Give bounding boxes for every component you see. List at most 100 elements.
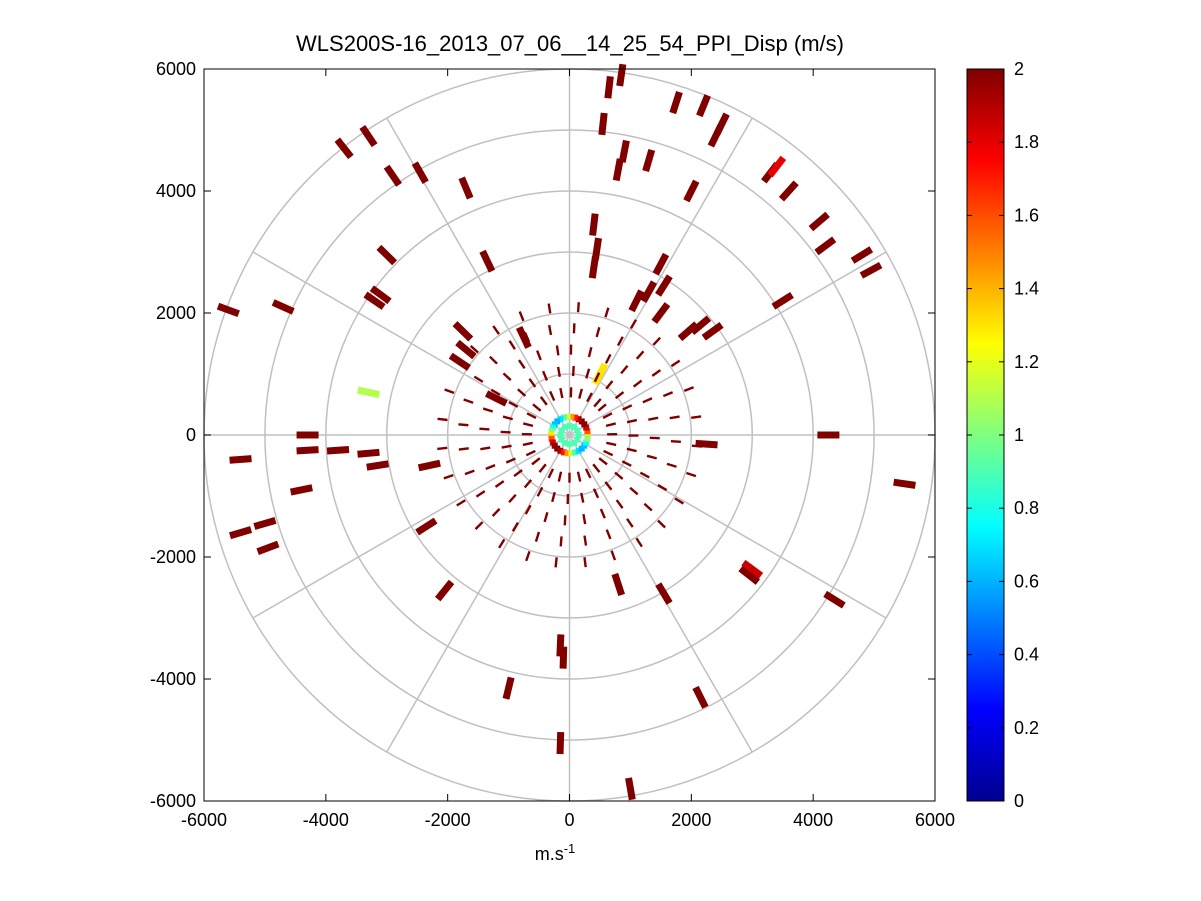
data-point <box>625 777 636 801</box>
data-point-inner <box>593 372 601 383</box>
data-point-inner <box>557 471 563 482</box>
data-point-inner <box>657 519 666 529</box>
data-point-inner <box>643 502 653 512</box>
data-point <box>502 676 515 700</box>
center-cluster-point <box>548 435 555 442</box>
data-point <box>296 446 319 455</box>
data-point <box>589 213 599 236</box>
data-point-inner <box>582 513 587 525</box>
data-point <box>411 161 429 184</box>
data-point <box>692 685 709 709</box>
data-point <box>296 431 319 439</box>
data-point-inner <box>605 380 614 390</box>
data-point-inner <box>525 551 531 562</box>
data-point <box>652 252 670 276</box>
data-point <box>383 164 402 187</box>
data-point-inner <box>657 484 668 492</box>
center-cluster-point <box>557 416 564 423</box>
data-point-inner <box>670 359 681 368</box>
x-tick-label: 4000 <box>793 810 833 830</box>
data-point <box>618 139 630 163</box>
data-point-inner <box>568 472 571 483</box>
data-point <box>357 448 380 458</box>
data-point <box>216 302 240 318</box>
data-point-inner <box>485 464 496 470</box>
colorbar-tick-label: 0.4 <box>1014 645 1039 665</box>
data-point-inner <box>443 473 454 480</box>
center-cluster-point <box>548 428 555 435</box>
data-point <box>808 211 830 232</box>
data-point-inner <box>571 366 575 377</box>
center-cluster-point <box>564 413 571 420</box>
data-point-inner <box>547 468 555 479</box>
center-cluster-point <box>583 439 590 446</box>
data-point-inner <box>683 386 695 393</box>
data-point-inner <box>583 535 588 546</box>
data-point <box>823 590 846 609</box>
data-point <box>655 274 673 297</box>
colorbar-tick-label: 0.8 <box>1014 498 1039 518</box>
colorbar-ticks <box>967 68 1004 802</box>
data-point-inner <box>543 511 549 523</box>
data-point-inner <box>648 416 659 421</box>
center-cluster-point <box>568 413 575 420</box>
data-point-inner <box>626 447 637 453</box>
data-point-inner <box>456 499 466 507</box>
y-tick-label: -6000 <box>150 791 196 811</box>
data-point <box>859 261 883 279</box>
center-cluster-point <box>566 441 573 448</box>
data-point-inner <box>475 490 486 498</box>
x-tick-label: -2000 <box>425 810 471 830</box>
data-point-inner <box>666 462 677 468</box>
center-cluster-point <box>572 449 579 456</box>
data-point-inner <box>538 463 547 473</box>
data-point <box>689 315 712 335</box>
data-point-inner <box>518 311 525 322</box>
data-point-inner <box>686 471 697 478</box>
data-point-inner <box>437 417 448 422</box>
data-point-inner <box>578 388 583 399</box>
data-point-inner <box>528 378 537 388</box>
x-tick-label: 2000 <box>671 810 711 830</box>
colorbar <box>966 68 1005 802</box>
data-point <box>366 460 390 471</box>
data-point-inner <box>444 388 455 395</box>
data-point-inner <box>523 332 531 343</box>
center-cluster-point <box>548 432 555 438</box>
colorbar-tick-label: 1 <box>1014 425 1024 445</box>
data-point <box>893 478 916 489</box>
data-point-inner <box>534 531 541 542</box>
data-point <box>556 731 565 755</box>
center-cluster-point <box>575 432 582 438</box>
data-point <box>484 390 508 407</box>
x-tick-labels: -6000 -4000 -2000 0 2000 4000 6000 <box>181 810 955 830</box>
center-cluster-point <box>575 447 582 454</box>
data-point <box>229 526 253 540</box>
data-point-inner <box>522 422 534 428</box>
center-cluster-point <box>584 432 591 438</box>
center-cluster-point <box>584 435 591 442</box>
center-cluster-point <box>566 422 573 429</box>
data-point-inner <box>463 398 474 404</box>
data-point-inner <box>489 355 498 365</box>
data-point-inner <box>536 486 544 497</box>
data-point-inner <box>517 388 527 397</box>
data-point-inner <box>479 427 490 431</box>
data-point <box>256 540 280 555</box>
data-point-inner <box>522 441 533 447</box>
data-point-inner <box>632 379 643 388</box>
data-point-inner <box>602 412 613 419</box>
colorbar-tick-label: 1.6 <box>1014 205 1039 225</box>
data-point-inner <box>607 432 618 436</box>
center-cluster-point <box>549 424 556 431</box>
data-point-inner <box>458 423 469 427</box>
data-point <box>701 322 724 341</box>
data-point-inner <box>592 463 601 473</box>
x-tick-label: -6000 <box>181 810 227 830</box>
colorbar-tick-label: 1.4 <box>1014 279 1039 299</box>
center-cluster-point <box>578 418 585 425</box>
polar-ring <box>386 251 753 619</box>
data-point-inner <box>539 396 548 406</box>
data-point <box>598 112 608 136</box>
